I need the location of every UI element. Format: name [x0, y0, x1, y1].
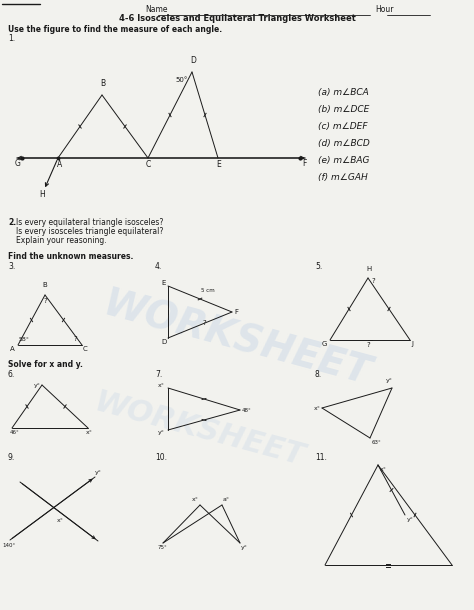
Text: x°: x° — [380, 467, 387, 472]
Text: J: J — [411, 341, 413, 347]
Text: 1.: 1. — [8, 34, 15, 43]
Text: x°: x° — [314, 406, 321, 411]
Text: x°: x° — [86, 430, 93, 435]
Text: F: F — [234, 309, 238, 315]
Text: x°: x° — [192, 497, 199, 502]
Text: C: C — [83, 346, 88, 352]
Text: E: E — [216, 160, 221, 169]
Text: 6.: 6. — [8, 370, 15, 379]
Text: Hour: Hour — [375, 5, 393, 14]
Text: C: C — [146, 160, 151, 169]
Text: ?: ? — [73, 336, 77, 342]
Text: WORKSHEET: WORKSHEET — [91, 388, 309, 472]
Text: D: D — [161, 339, 166, 345]
Text: 63°: 63° — [372, 440, 382, 445]
Text: 10.: 10. — [155, 453, 167, 462]
Text: Solve for x and y.: Solve for x and y. — [8, 360, 83, 369]
Text: y°: y° — [386, 378, 393, 383]
Text: Find the unknown measures.: Find the unknown measures. — [8, 252, 133, 261]
Text: ?: ? — [202, 320, 206, 326]
Text: ?: ? — [371, 278, 375, 284]
Text: (c) m∠DEF: (c) m∠DEF — [318, 122, 367, 131]
Text: (d) m∠BCD: (d) m∠BCD — [318, 139, 370, 148]
Text: 48°: 48° — [242, 407, 252, 412]
Text: 46°: 46° — [10, 430, 20, 435]
Text: Use the figure to find the measure of each angle.: Use the figure to find the measure of ea… — [8, 25, 222, 34]
Text: (b) m∠DCE: (b) m∠DCE — [318, 105, 369, 114]
Text: (f) m∠GAH: (f) m∠GAH — [318, 173, 368, 182]
Text: B: B — [42, 282, 47, 288]
Text: x°: x° — [158, 383, 165, 388]
Text: (e) m∠BAG: (e) m∠BAG — [318, 156, 370, 165]
Text: 8.: 8. — [315, 370, 322, 379]
Text: 11.: 11. — [315, 453, 327, 462]
Text: a°: a° — [223, 497, 230, 502]
Text: H: H — [366, 266, 371, 272]
Text: G: G — [322, 341, 328, 347]
Text: F: F — [302, 159, 306, 168]
Text: 9.: 9. — [8, 453, 15, 462]
Text: 3.: 3. — [8, 262, 15, 271]
Text: 75°: 75° — [158, 545, 168, 550]
Text: x°: x° — [57, 518, 64, 523]
Text: y°: y° — [95, 470, 102, 475]
Text: Is every isosceles triangle equilateral?: Is every isosceles triangle equilateral? — [16, 227, 164, 236]
Text: Name: Name — [145, 5, 167, 14]
Text: (a) m∠BCA: (a) m∠BCA — [318, 88, 369, 97]
Text: WORKSHEET: WORKSHEET — [99, 286, 375, 394]
Text: D: D — [190, 56, 196, 65]
Text: 7.: 7. — [155, 370, 162, 379]
Text: G: G — [15, 159, 21, 168]
Text: A: A — [57, 160, 62, 169]
Text: Is every equilateral triangle isosceles?: Is every equilateral triangle isosceles? — [16, 218, 164, 227]
Text: 4.: 4. — [155, 262, 162, 271]
Text: 50°: 50° — [175, 77, 187, 83]
Text: y°: y° — [407, 517, 414, 522]
Text: A: A — [10, 346, 15, 352]
Text: 2.: 2. — [8, 218, 16, 227]
Text: 4-6 Isosceles and Equilateral Triangles Worksheet: 4-6 Isosceles and Equilateral Triangles … — [118, 14, 356, 23]
Text: Explain your reasoning.: Explain your reasoning. — [16, 236, 107, 245]
Text: B: B — [100, 79, 105, 88]
Text: 140°: 140° — [2, 543, 15, 548]
Text: ?: ? — [43, 298, 47, 304]
Text: E: E — [161, 280, 165, 286]
Text: 5.: 5. — [315, 262, 322, 271]
Text: y°: y° — [34, 383, 41, 388]
Text: 58°: 58° — [19, 337, 30, 342]
Text: ?: ? — [366, 342, 370, 348]
Text: y°: y° — [241, 545, 248, 550]
Text: y°: y° — [158, 430, 165, 435]
Text: 5 cm: 5 cm — [201, 288, 215, 293]
Text: H: H — [39, 190, 45, 199]
